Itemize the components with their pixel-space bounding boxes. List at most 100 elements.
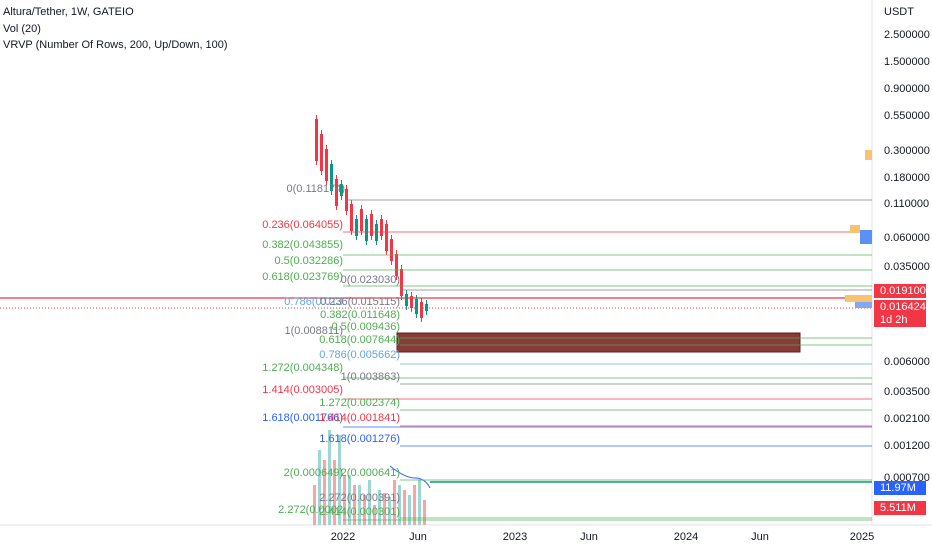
fib-label: 0.618(0.007644) bbox=[319, 334, 400, 346]
candle-body bbox=[380, 219, 383, 236]
fib-label: 0(0.023030) bbox=[341, 274, 400, 286]
volume-bar bbox=[353, 485, 356, 525]
fib-label: 0.382(0.043855) bbox=[262, 239, 343, 251]
volume-bar bbox=[413, 485, 416, 525]
candle-body bbox=[370, 214, 373, 236]
volume-profile-bar bbox=[860, 230, 872, 244]
fib-label: 2.272(0.000391) bbox=[319, 492, 400, 504]
volume-ma bbox=[389, 465, 431, 489]
price-axis-label: 0.002100 bbox=[884, 413, 930, 425]
price-axis-label: 0.000700 bbox=[884, 472, 930, 484]
time-axis-label: Jun bbox=[409, 531, 427, 543]
volume-bar bbox=[393, 480, 396, 525]
fib-label: 0.5(0.032286) bbox=[275, 255, 344, 267]
volume-profile-bar bbox=[855, 302, 872, 308]
fib-label: 1(0.003863) bbox=[341, 371, 400, 383]
fib-label: 2(0.000649) bbox=[284, 467, 343, 479]
volume-bar bbox=[358, 485, 361, 525]
fib-label: 2.272(0.0002 bbox=[278, 504, 343, 516]
price-axis-label: 0.003500 bbox=[884, 386, 930, 398]
volume-bar bbox=[383, 493, 386, 525]
symbol-title: Altura/Tether, 1W, GATEIO bbox=[3, 6, 134, 18]
fib-label: 0.236(0.015115) bbox=[320, 296, 400, 308]
zone-box bbox=[396, 332, 801, 353]
price-axis-label: 0.180000 bbox=[884, 172, 930, 184]
candle-body bbox=[415, 299, 418, 314]
candle-body bbox=[330, 164, 333, 191]
volume-bar bbox=[338, 435, 341, 525]
volume-profile-bar bbox=[850, 225, 860, 233]
fib-label: 0.236(0.064055) bbox=[262, 219, 343, 231]
volume-bar bbox=[333, 460, 336, 525]
volume-bar bbox=[318, 450, 321, 525]
volume-bar bbox=[403, 490, 406, 525]
candle-body bbox=[315, 119, 318, 161]
volume-profile-bar bbox=[845, 295, 872, 302]
price-axis-label: 0.035000 bbox=[884, 261, 930, 273]
candle-body bbox=[340, 184, 343, 196]
volume-bar bbox=[323, 460, 326, 525]
volume-bar bbox=[378, 490, 381, 525]
fib-label: 1.618(0.001276) bbox=[319, 433, 400, 445]
time-axis-label: Jun bbox=[580, 531, 598, 543]
volume-bar bbox=[418, 480, 421, 525]
candle-body bbox=[360, 209, 363, 231]
axis-unit: USDT bbox=[884, 6, 914, 18]
price-badge-label: 0.016424 bbox=[880, 301, 926, 313]
volume-bar bbox=[388, 497, 391, 525]
candle-body bbox=[400, 269, 403, 296]
price-axis-label: 0.550000 bbox=[884, 110, 930, 122]
price-axis-label: 0.110000 bbox=[884, 198, 929, 210]
candle-body bbox=[320, 134, 323, 171]
fib-label: 0.618(0.023769) bbox=[262, 271, 343, 283]
fib-label: 1(0.008811) bbox=[284, 325, 343, 337]
volume-bar bbox=[348, 475, 351, 525]
volume-bar bbox=[343, 475, 346, 525]
price-badge-label: 0.019100 bbox=[880, 285, 926, 297]
volume-bar bbox=[313, 485, 316, 525]
price-badge bbox=[874, 300, 926, 314]
fib-label: 2.414(0.000301) bbox=[319, 506, 400, 518]
candle-body bbox=[405, 294, 408, 306]
price-badge bbox=[874, 481, 926, 495]
price-axis-label: 0.001200 bbox=[884, 440, 930, 452]
price-badge bbox=[874, 313, 926, 327]
candle-body bbox=[395, 254, 398, 276]
price-axis-label: 2.500000 bbox=[884, 29, 930, 41]
price-axis-label: 0.300000 bbox=[884, 145, 930, 157]
candle-body bbox=[410, 296, 413, 308]
candle-body bbox=[350, 204, 353, 231]
price-axis-label: 0.900000 bbox=[884, 83, 930, 95]
price-axis-label: 0.006000 bbox=[884, 356, 930, 368]
candle-body bbox=[420, 302, 423, 318]
candle-body bbox=[355, 219, 358, 236]
price-badge-label: 5.511M bbox=[880, 502, 916, 514]
candle-body bbox=[425, 304, 428, 311]
fib-label: 1.272(0.004348) bbox=[262, 362, 343, 374]
fib-label: 1.414(0.001841) bbox=[319, 412, 400, 424]
fib-label: 1.618(0.001766) bbox=[262, 412, 343, 424]
candle-body bbox=[365, 219, 368, 241]
volume-bar bbox=[363, 495, 366, 525]
candle-body bbox=[390, 239, 393, 261]
volume-bar bbox=[423, 500, 426, 525]
price-axis-label: 0.060000 bbox=[884, 232, 930, 244]
volume-bar bbox=[373, 505, 376, 525]
fib-label: 0.786(0.013 bbox=[284, 296, 343, 308]
price-badge bbox=[874, 501, 926, 515]
volume-bar bbox=[398, 485, 401, 525]
time-axis-label: Jun bbox=[751, 531, 769, 543]
price-badge-label: 1d 2h bbox=[880, 314, 908, 326]
time-axis-label: 2023 bbox=[503, 531, 527, 543]
time-axis-label: 2022 bbox=[331, 531, 355, 543]
volume-bar bbox=[328, 430, 331, 525]
fib-label: 0.786(0.005662) bbox=[319, 349, 400, 361]
candle-body bbox=[325, 149, 328, 181]
time-axis-label: 2025 bbox=[850, 531, 874, 543]
fib-label: 0.5(0.009436) bbox=[332, 321, 401, 333]
fib-label: 1.414(0.003005) bbox=[262, 384, 343, 396]
price-axis-label: 1.500000 bbox=[884, 56, 930, 68]
fib-label: 1.272(0.002374) bbox=[319, 397, 400, 409]
